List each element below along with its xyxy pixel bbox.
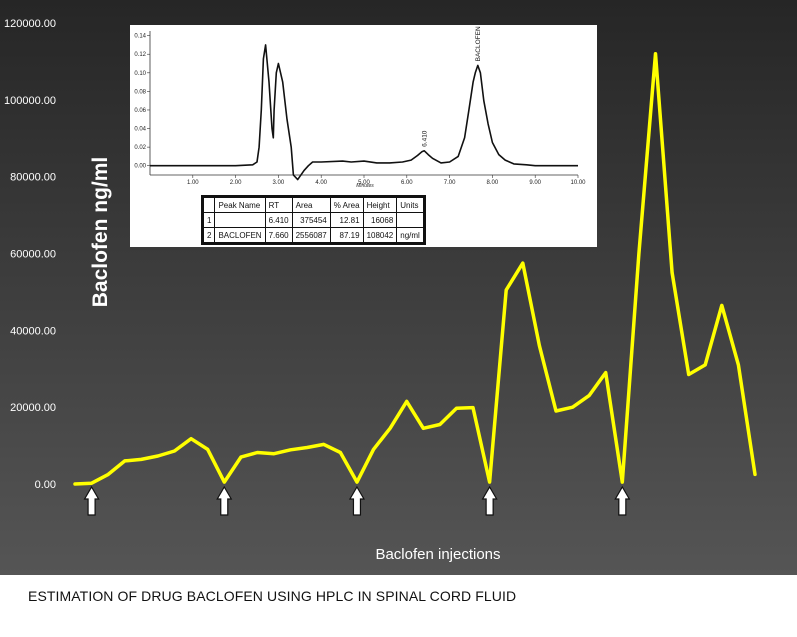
injection-arrow — [216, 485, 233, 516]
peak-table: Peak Name RT Area% Area Height Units 1 6.410 37… — [201, 195, 426, 245]
peak-table-cell: 2556087 — [291, 227, 331, 243]
peak-table-header: Peak Name RT Area% Area Height Units — [202, 197, 424, 213]
peak-table-cell: 7.660 — [264, 227, 293, 243]
chromatogram-x-tick-label: 10.00 — [570, 180, 586, 186]
series-line — [73, 51, 757, 486]
peak-table-header-cell: Height — [362, 197, 398, 213]
peak-table-header-cell: RT — [264, 197, 293, 213]
peak-table-cell: 108042 — [362, 227, 398, 243]
y-axis-label: Baclofen ng/ml — [89, 157, 112, 308]
chromatogram-x-tick-label: 9.00 — [529, 180, 541, 186]
y-tick-label: 60000.00 — [10, 249, 56, 261]
chromatogram-y-tick-label: 0.10 — [134, 71, 146, 77]
hplc-chromatogram-inset: 0.00 0.02 0.04 0.06 0.08 0.10 0.12 0.14 1.00 2.00… — [130, 25, 597, 247]
y-tick-label: 120000.00 — [4, 18, 56, 30]
injection-arrow — [481, 485, 498, 516]
peak-table-header-cell: Units — [396, 197, 424, 213]
peak-table-cell: 87.19 — [329, 227, 364, 243]
chromatogram-y-tick-label: 0.04 — [134, 127, 146, 133]
peak-label: 6.410 — [421, 130, 428, 147]
y-tick-label: 20000.00 — [10, 402, 56, 414]
injection-arrow — [83, 485, 100, 516]
peak-label: BACLOFEN — [475, 26, 482, 61]
peak-table-cell — [396, 212, 424, 228]
main-chart-panel: 0.00 20000.00 40000.00 60000.00 80000.00 1000… — [0, 0, 797, 575]
y-tick-label: 80000.00 — [10, 172, 56, 184]
chromatogram-y-tick-label: 0.12 — [134, 52, 146, 58]
peak-table-row: 2 BACLOFEN 7.660 2556087 87.19 108042 ng/ml — [202, 227, 424, 243]
peak-table-header-cell: % Area — [329, 197, 364, 213]
peak-table-cell: 12.81 — [329, 212, 364, 228]
chromatogram-x-tick-label: 6.00 — [401, 180, 413, 186]
y-tick-label: 0.00 — [35, 479, 56, 491]
peak-table-header-cell: Area — [291, 197, 331, 213]
injection-arrows — [83, 485, 631, 516]
peak-table-cell: 375454 — [291, 212, 331, 228]
series-group — [73, 51, 757, 486]
peak-table-header-cell: Peak Name — [214, 197, 266, 213]
chromatogram-x-tick-label: 8.00 — [487, 180, 499, 186]
chromatogram-y-tick-label: 0.08 — [134, 89, 146, 95]
chromatogram-y-tick-label: 0.00 — [134, 164, 146, 170]
y-axis-ticks: 0.00 20000.00 40000.00 60000.00 80000.00 1000… — [4, 18, 56, 491]
y-tick-label: 100000.00 — [4, 95, 56, 107]
chromatogram-x-tick-label: 7.00 — [444, 180, 456, 186]
chromatogram-x-tick-label: 2.00 — [230, 180, 242, 186]
chromatogram-y-tick-label: 0.14 — [134, 34, 146, 40]
chromatogram-x-label: Minutes — [356, 183, 374, 189]
peak-table-cell: 6.410 — [264, 212, 293, 228]
x-axis-label: Baclofen injections — [375, 546, 500, 563]
y-tick-label: 40000.00 — [10, 325, 56, 337]
peak-table-cell: 1 — [202, 212, 216, 228]
chromatogram-y-tick-label: 0.02 — [134, 145, 146, 151]
peak-table-cell: BACLOFEN — [214, 227, 266, 243]
peak-table-cell: 16068 — [362, 212, 398, 228]
chromatogram-x-tick-label: 4.00 — [315, 180, 327, 186]
chromatogram-y-tick-label: 0.06 — [134, 108, 146, 114]
injection-arrow — [348, 485, 365, 516]
chromatogram-x-tick-label: 3.00 — [273, 180, 285, 186]
peak-table-header-cell — [202, 197, 216, 213]
chromatogram-trace — [150, 44, 578, 181]
chromatogram-chart: 0.00 0.02 0.04 0.06 0.08 0.10 0.12 0.14 1.00 2.00… — [134, 26, 586, 189]
peak-table-cell: ng/ml — [396, 227, 424, 243]
chromatogram-x-tick-label: 1.00 — [187, 180, 199, 186]
peak-table-cell — [214, 212, 266, 228]
figure-caption: ESTIMATION OF DRUG BACLOFEN USING HPLC I… — [28, 588, 517, 604]
injection-arrow — [614, 485, 631, 516]
chromatogram-axes: 0.00 0.02 0.04 0.06 0.08 0.10 0.12 0.14 1.00 2.00… — [134, 31, 586, 186]
chromatogram-series: 6.410 BACLOFEN — [150, 26, 578, 181]
peak-table-row: 1 6.410 375454 12.81 16068 — [202, 212, 424, 228]
chromatogram-x-tick-label: 5.00 — [358, 180, 370, 186]
peak-table-cell: 2 — [202, 227, 216, 243]
